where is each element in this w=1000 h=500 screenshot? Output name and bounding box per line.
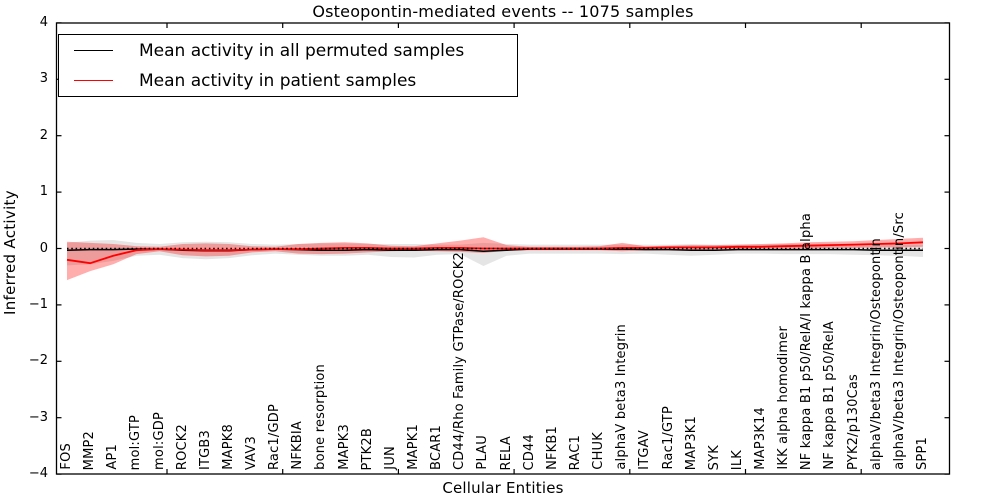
x-category-label: RELA xyxy=(498,435,514,470)
x-category-label: NF kappa B1 p50/RelA/I kappa B alpha xyxy=(799,212,815,470)
x-category-label: CHUK xyxy=(591,432,607,470)
line-patient xyxy=(66,241,924,265)
x-category-label: alphaV/beta3 Integrin/Osteopontin xyxy=(868,237,884,470)
x-category-label: SPP1 xyxy=(914,436,930,470)
x-category-label: Rac1/GDP xyxy=(267,403,283,470)
y-tick-label: −2 xyxy=(28,353,48,369)
y-tick-label: −3 xyxy=(28,409,48,425)
legend-line-red-icon xyxy=(74,80,113,81)
x-category-label: AP1 xyxy=(105,444,121,470)
x-category-label: mol:GDP xyxy=(151,412,167,470)
x-category-label: PTK2B xyxy=(359,427,375,471)
x-category-label: alphaV beta3 Integrin xyxy=(614,324,630,470)
x-category-label: MAP3K1 xyxy=(683,415,699,470)
x-category-label: RAC1 xyxy=(567,434,583,470)
x-category-label: JUN xyxy=(382,446,398,470)
x-category-label: Rac1/GTP xyxy=(660,406,676,470)
y-tick-label: 3 xyxy=(39,71,48,87)
x-category-label: MAP3K14 xyxy=(753,407,769,470)
x-category-label: NFKBIA xyxy=(290,421,306,470)
y-tick-label: 1 xyxy=(39,184,48,200)
chart-title: Osteopontin-mediated events -- 1075 samp… xyxy=(312,2,694,21)
x-axis-label: Cellular Entities xyxy=(442,479,564,497)
x-category-label: FOS xyxy=(59,443,74,470)
y-tick-label: 2 xyxy=(39,127,48,143)
x-category-label: ITGAV xyxy=(637,430,653,470)
x-category-label: NF kappa B1 p50/RelA xyxy=(822,321,838,470)
x-category-label: ITGB3 xyxy=(197,429,213,470)
x-category-label: ILK xyxy=(729,449,745,470)
x-category-label: mol:GTP xyxy=(128,414,144,470)
y-tick-label: 4 xyxy=(39,14,48,30)
x-category-label: bone resorption xyxy=(313,364,329,470)
x-category-label: IKK alpha homodimer xyxy=(776,326,792,470)
x-category-label: MAPK1 xyxy=(406,424,422,470)
x-category-label: BCAR1 xyxy=(429,425,445,470)
x-category-label: NFKB1 xyxy=(544,426,560,470)
x-category-label: MMP2 xyxy=(82,430,98,470)
x-category-label: alphaV/beta3 Integrin/Osteopontin/Src xyxy=(891,212,907,470)
legend-label-permuted: Mean activity in all permuted samples xyxy=(139,40,465,61)
legend-entry-patient: Mean activity in patient samples xyxy=(59,66,517,95)
x-category-label: PYK2/p130Cas xyxy=(845,374,861,470)
x-category-label: CD44 xyxy=(521,433,537,470)
legend-line-black-icon xyxy=(74,50,113,51)
x-category-label: SYK xyxy=(706,444,722,470)
legend-label-patient: Mean activity in patient samples xyxy=(139,70,417,91)
legend-entry-permuted: Mean activity in all permuted samples xyxy=(59,36,517,65)
x-category-label: PLAU xyxy=(475,435,491,470)
y-tick-label: −1 xyxy=(28,296,48,312)
x-category-label: MAPK3 xyxy=(336,424,352,470)
y-tick-label: 0 xyxy=(39,240,48,256)
y-tick-label: −4 xyxy=(28,466,48,482)
x-category-label: ROCK2 xyxy=(174,423,190,470)
x-category-label: CD44/Rho Family GTPase/ROCK2 xyxy=(452,252,468,470)
x-category-label: MAPK8 xyxy=(220,424,236,470)
legend: Mean activity in all permuted samples Me… xyxy=(58,34,518,97)
x-category-label: VAV3 xyxy=(244,435,260,470)
